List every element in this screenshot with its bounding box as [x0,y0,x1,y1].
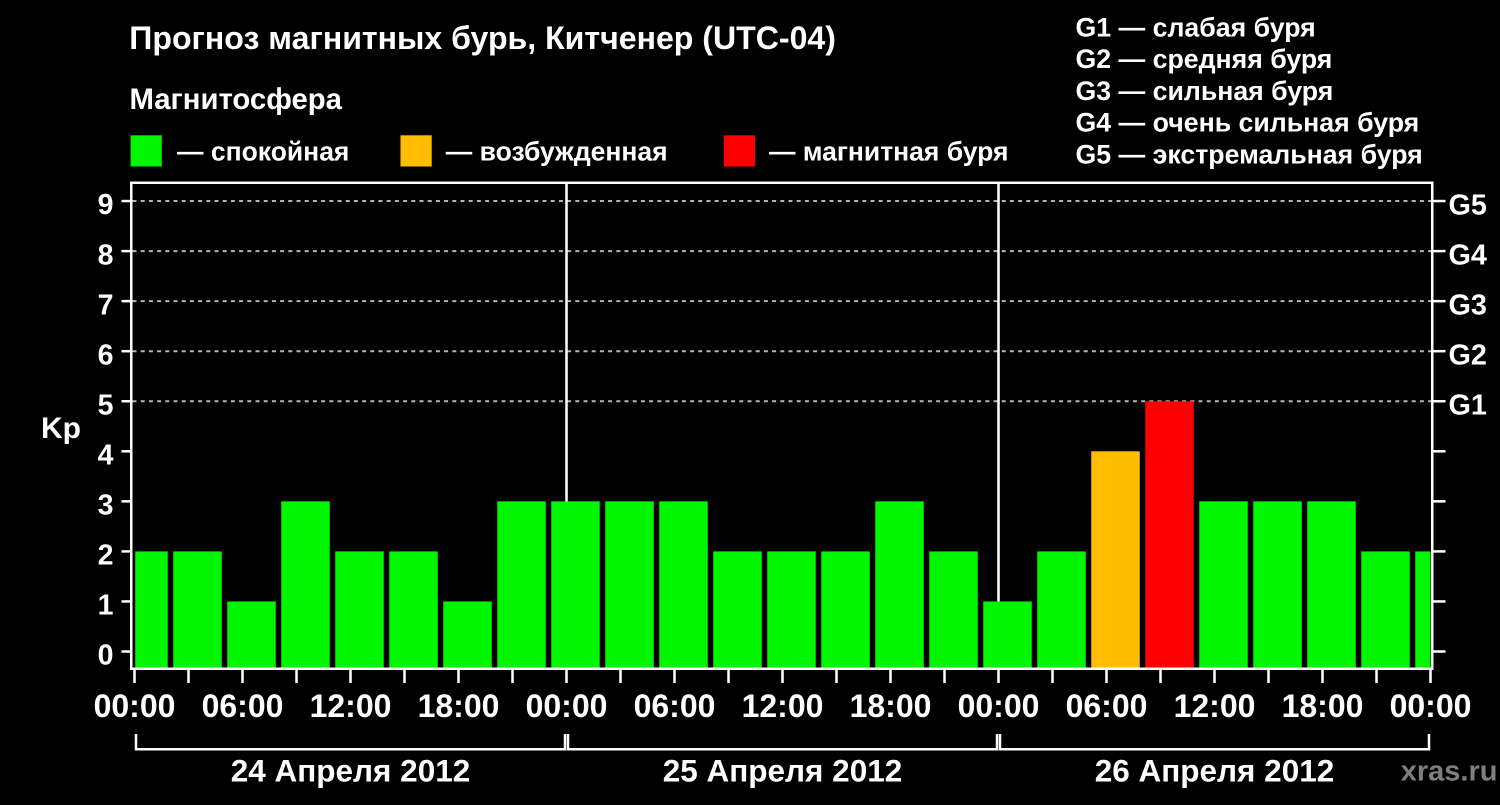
svg-text:xras.ru: xras.ru [1401,756,1498,788]
svg-text:9: 9 [98,189,114,221]
svg-text:25 Апреля 2012: 25 Апреля 2012 [663,752,903,788]
svg-text:18:00: 18:00 [418,688,500,724]
svg-text:18:00: 18:00 [850,688,932,724]
svg-text:7: 7 [98,289,114,321]
svg-text:— возбужденная: — возбужденная [446,136,668,166]
svg-text:G3 — сильная буря: G3 — сильная буря [1076,76,1334,106]
svg-text:G5 — экстремальная буря: G5 — экстремальная буря [1076,139,1423,169]
svg-text:G1: G1 [1449,389,1487,421]
svg-text:00:00: 00:00 [958,688,1040,724]
svg-text:8: 8 [98,239,114,271]
svg-text:1: 1 [98,590,114,622]
svg-text:06:00: 06:00 [634,688,716,724]
svg-text:Kp: Kp [41,412,81,445]
svg-text:G4: G4 [1449,239,1487,271]
svg-text:4: 4 [98,439,114,471]
svg-text:5: 5 [98,389,114,421]
svg-text:2: 2 [98,540,114,572]
svg-text:3: 3 [98,490,114,522]
svg-text:00:00: 00:00 [1390,688,1472,724]
svg-text:0: 0 [98,640,114,672]
svg-text:00:00: 00:00 [526,688,608,724]
svg-text:Прогноз магнитных бурь, Китчен: Прогноз магнитных бурь, Китченер (UTC-04… [129,20,836,56]
svg-text:G2 — средняя буря: G2 — средняя буря [1076,44,1333,74]
svg-text:24 Апреля 2012: 24 Апреля 2012 [231,752,471,788]
svg-text:G1 — слабая буря: G1 — слабая буря [1076,12,1316,42]
svg-text:G5: G5 [1449,189,1487,221]
svg-text:00:00: 00:00 [94,688,176,724]
svg-text:18:00: 18:00 [1282,688,1364,724]
svg-text:G3: G3 [1449,289,1487,321]
svg-text:12:00: 12:00 [310,688,392,724]
svg-text:06:00: 06:00 [202,688,284,724]
svg-text:26 Апреля 2012: 26 Апреля 2012 [1095,752,1335,788]
svg-text:— спокойная: — спокойная [177,136,349,166]
svg-text:12:00: 12:00 [1174,688,1256,724]
svg-text:— магнитная буря: — магнитная буря [769,136,1008,166]
svg-text:G4 — очень сильная буря: G4 — очень сильная буря [1076,108,1420,138]
svg-text:Магнитосфера: Магнитосфера [130,83,343,116]
svg-text:G2: G2 [1449,339,1487,371]
svg-text:06:00: 06:00 [1066,688,1148,724]
svg-text:12:00: 12:00 [742,688,824,724]
svg-text:6: 6 [98,339,114,371]
